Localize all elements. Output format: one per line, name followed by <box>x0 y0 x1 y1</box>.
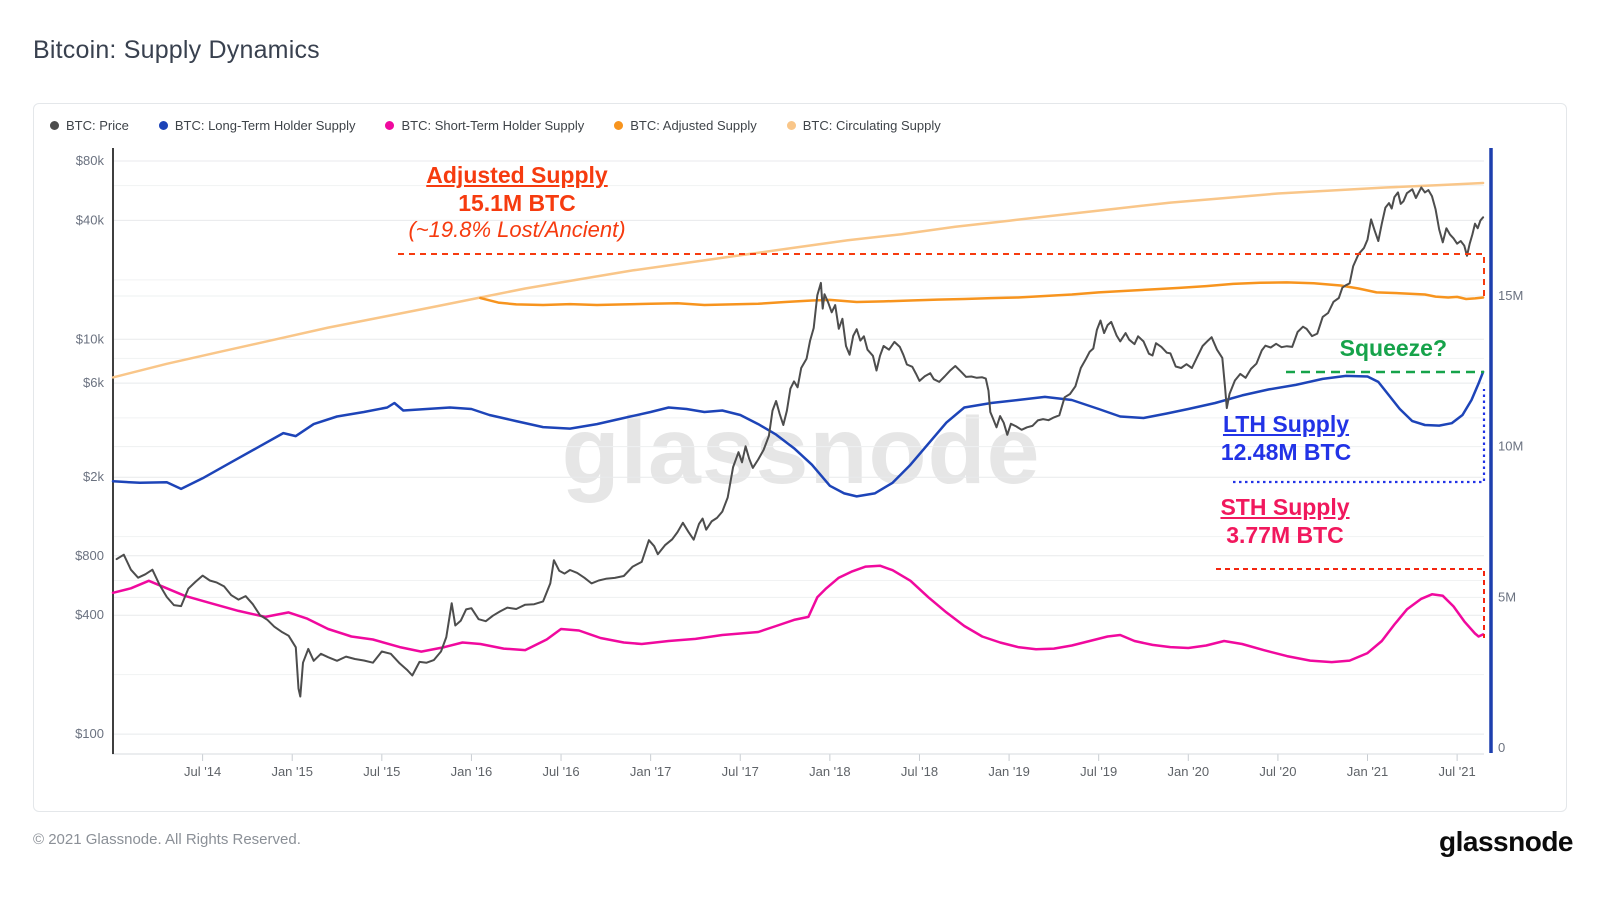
legend-dot-icon <box>50 121 59 130</box>
guide-adjusted-supply-callout <box>398 253 1485 300</box>
annotation-adjusted-value: 15.1M BTC <box>458 190 576 217</box>
legend-item-0[interactable]: BTC: Price <box>50 118 129 133</box>
footer-copyright: © 2021 Glassnode. All Rights Reserved. <box>33 831 301 848</box>
x-tick-label: Jul '15 <box>363 764 400 779</box>
guide-sth-callout <box>1216 568 1485 638</box>
x-tick-label: Jul '20 <box>1259 764 1296 779</box>
y-left-tick-label: $6k <box>83 375 104 390</box>
legend-dot-icon <box>158 121 168 130</box>
series-btc-price <box>115 186 1485 698</box>
legend-item-label: BTC: Long-Term Holder Supply <box>174 118 356 133</box>
legend-item-3[interactable]: BTC: Adjusted Supply <box>614 118 757 133</box>
y-left-tick-label: $80k <box>76 153 105 168</box>
x-tick-label: Jan '17 <box>630 764 672 779</box>
y-right-tick-label: 0 <box>1498 740 1505 755</box>
legend-item-1[interactable]: BTC: Long-Term Holder Supply <box>158 118 356 133</box>
x-tick-label: Jan '19 <box>988 764 1030 779</box>
x-tick-label: Jul '21 <box>1439 764 1476 779</box>
series-btc-long-term-holder-supply <box>111 370 1485 498</box>
legend-item-label: BTC: Circulating Supply <box>802 118 941 133</box>
x-tick-label: Jan '18 <box>809 764 851 779</box>
annotation-sth-supply: STH Supply 3.77M BTC <box>1174 493 1396 549</box>
annotation-lth-title: LTH Supply <box>1222 411 1350 437</box>
series-btc-circulating-supply <box>111 181 1485 379</box>
chart-card: BTC: Price BTC: Long-Term Holder Supply BT… <box>33 103 1567 812</box>
x-tick-label: Jan '21 <box>1347 764 1389 779</box>
guide-lth-callout <box>1233 389 1486 484</box>
legend-item-2[interactable]: BTC: Short-Term Holder Supply <box>385 118 584 133</box>
y-left-tick-label: $400 <box>75 607 104 622</box>
legend-item-label: BTC: Price <box>66 118 129 133</box>
x-tick-label: Jul '14 <box>184 764 221 779</box>
y-right-tick-label: 15M <box>1498 288 1523 303</box>
annotation-sth-title: STH Supply <box>1220 494 1350 520</box>
y-left-tick-label: $100 <box>75 726 104 741</box>
x-tick-label: Jul '16 <box>542 764 579 779</box>
x-tick-label: Jan '15 <box>271 764 313 779</box>
annotation-squeeze: Squeeze? <box>1339 335 1447 361</box>
legend: BTC: Price BTC: Long-Term Holder Supply BT… <box>50 118 941 133</box>
legend-item-label: BTC: Adjusted Supply <box>630 118 757 133</box>
series-btc-adjusted-supply <box>479 281 1485 307</box>
annotation-adjusted-supply: Adjusted Supply 15.1M BTC (~19.8% Lost/A… <box>352 161 682 244</box>
x-tick-label: Jul '18 <box>901 764 938 779</box>
annotation-adjusted-title: Adjusted Supply <box>426 162 608 188</box>
y-left-tick-label: $2k <box>83 469 104 484</box>
y-left-tick-label: $10k <box>76 331 105 346</box>
x-tick-label: Jul '19 <box>1080 764 1117 779</box>
legend-dot-icon <box>786 121 796 130</box>
y-right-tick-label: 5M <box>1498 589 1516 604</box>
legend-dot-icon <box>385 121 395 130</box>
annotation-sth-value: 3.77M BTC <box>1226 522 1344 549</box>
legend-item-label: BTC: Short-Term Holder Supply <box>401 118 585 133</box>
x-tick-label: Jan '16 <box>451 764 493 779</box>
y-left-tick-label: $800 <box>75 548 104 563</box>
annotation-lth-value: 12.48M BTC <box>1220 439 1352 466</box>
legend-item-4[interactable]: BTC: Circulating Supply <box>786 118 941 133</box>
x-tick-label: Jul '17 <box>722 764 759 779</box>
series-btc-short-term-holder-supply <box>111 564 1485 664</box>
y-right-tick-label: 10M <box>1498 439 1523 454</box>
x-tick-label: Jan '20 <box>1168 764 1210 779</box>
y-left-tick-label: $40k <box>76 212 105 227</box>
legend-dot-icon <box>614 121 624 130</box>
supply-chart-svg[interactable]: $80k $40k $10k $6k $2k $800 $400 $100 15M 10M 5M 0 J… <box>34 104 1566 811</box>
annotation-lth-supply: LTH Supply 12.48M BTC <box>1174 410 1398 466</box>
glassnode-logo: glassnode <box>1439 826 1573 857</box>
annotation-adjusted-note: (~19.8% Lost/Ancient) <box>408 217 626 243</box>
page-title: Bitcoin: Supply Dynamics <box>33 36 320 64</box>
